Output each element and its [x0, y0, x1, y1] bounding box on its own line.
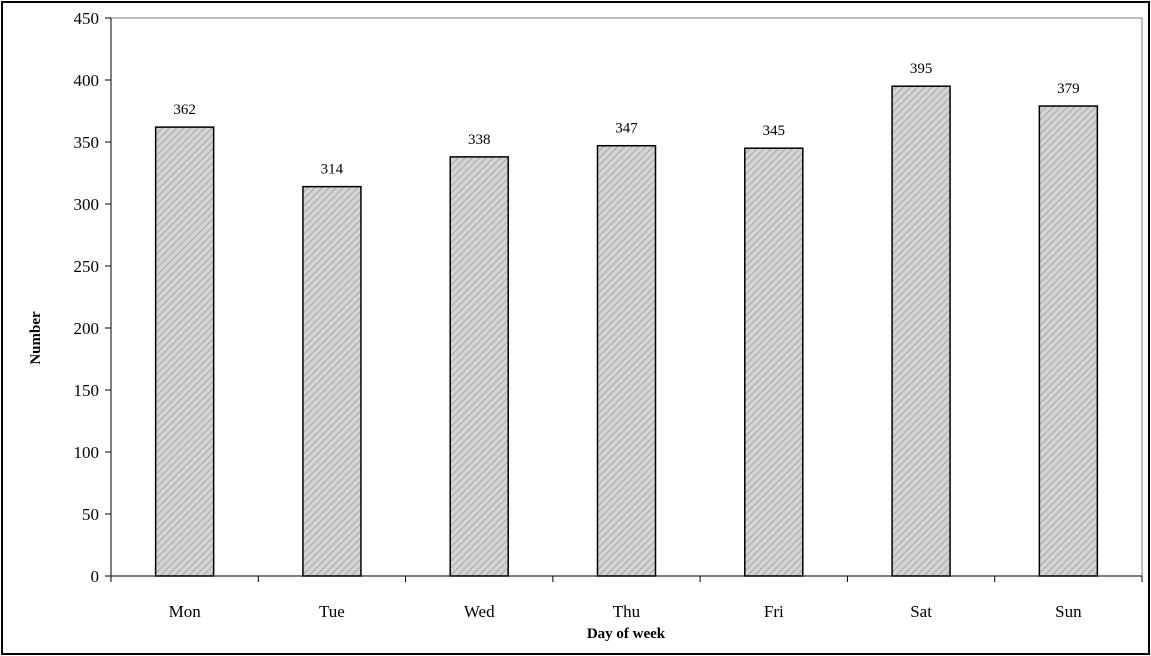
- y-axis: 0 50 100 150 200 250 300 350 400 450: [74, 9, 112, 586]
- y-tick-label: 300: [74, 195, 100, 214]
- y-tick-label: 400: [74, 71, 100, 90]
- y-tick-label: 350: [74, 133, 100, 152]
- x-tick-label-sun: Sun: [1055, 602, 1082, 621]
- y-tick-label: 200: [74, 319, 100, 338]
- y-tick-label: 100: [74, 443, 100, 462]
- x-tick-label-thu: Thu: [613, 602, 641, 621]
- y-tick-label: 250: [74, 257, 100, 276]
- bar-sun: [1038, 105, 1099, 577]
- bar-mon: [154, 126, 215, 577]
- y-tick-label: 0: [91, 567, 100, 586]
- data-label-thu: 347: [615, 121, 638, 137]
- bar-sat: [891, 85, 951, 577]
- data-label-wed: 338: [468, 132, 491, 148]
- x-axis: Mon Tue Wed Thu Fri Sat Sun: [110, 575, 1143, 621]
- bar-fri: [744, 147, 804, 577]
- x-tick-label-mon: Mon: [169, 602, 202, 621]
- x-tick-label-fri: Fri: [764, 602, 784, 621]
- x-tick-label-tue: Tue: [319, 602, 345, 621]
- data-label-tue: 314: [321, 162, 344, 178]
- x-axis-title: Day of week: [587, 626, 666, 642]
- x-tick-label-sat: Sat: [910, 602, 932, 621]
- data-labels: 362 314 338 347 345 395 379: [173, 61, 1079, 177]
- y-tick-label: 150: [74, 381, 100, 400]
- data-label-mon: 362: [173, 102, 196, 118]
- bars: [154, 85, 1099, 577]
- bar-wed: [449, 156, 509, 577]
- y-tick-label: 450: [74, 9, 100, 28]
- y-tick-label: 50: [82, 505, 99, 524]
- bar-tue: [302, 185, 362, 577]
- data-label-sun: 379: [1057, 81, 1080, 97]
- data-label-fri: 345: [763, 123, 786, 139]
- y-axis-title: Number: [28, 311, 44, 365]
- data-label-sat: 395: [910, 61, 933, 77]
- bar-thu: [596, 144, 657, 577]
- x-tick-label-wed: Wed: [464, 602, 495, 621]
